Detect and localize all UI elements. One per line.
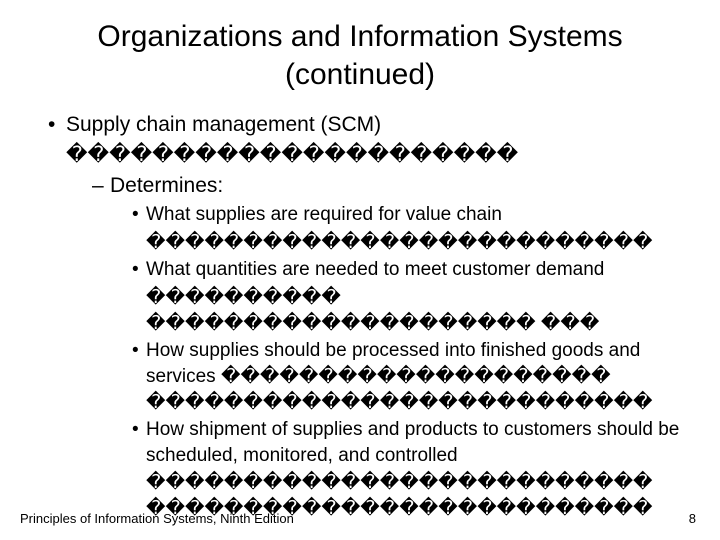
bullet-lvl2: –Determines: <box>92 172 700 200</box>
dot-icon: • <box>132 202 146 228</box>
bullet-lvl3: •How shipment of supplies and products t… <box>132 417 700 468</box>
lvl3-text-3: How shipment of supplies and products to… <box>146 419 679 466</box>
lvl3-text-2: How supplies should be processed into fi… <box>146 340 653 412</box>
lvl3-ph-1: ���������� �������������������� ��� <box>132 285 700 336</box>
bullet-icon: • <box>48 111 66 139</box>
dot-icon: • <box>132 257 146 283</box>
dash-icon: – <box>92 172 110 200</box>
slide: Organizations and Information Systems (c… <box>0 0 720 540</box>
dot-icon: • <box>132 417 146 443</box>
page-number: 8 <box>689 511 696 526</box>
lvl3-text-0: What supplies are required for value cha… <box>146 204 502 225</box>
lvl3-ph-0: �������������������������� <box>132 230 700 256</box>
bullet-lvl1: •Supply chain management (SCM) <box>48 111 700 139</box>
bullet-lvl3: •What supplies are required for value ch… <box>132 202 700 228</box>
bullet-lvl3: •What quantities are needed to meet cust… <box>132 257 700 283</box>
slide-title: Organizations and Information Systems (c… <box>20 18 700 93</box>
dot-icon: • <box>132 338 146 364</box>
lvl1-text: Supply chain management (SCM) <box>66 113 381 136</box>
lvl3-text-1: What quantities are needed to meet custo… <box>146 259 604 280</box>
bullet-lvl3: •How supplies should be processed into f… <box>132 338 700 415</box>
lvl2-text: Determines: <box>110 174 223 197</box>
footer-text: Principles of Information Systems, Ninth… <box>20 511 294 526</box>
lvl1-placeholder: ��������������������� <box>66 141 700 169</box>
